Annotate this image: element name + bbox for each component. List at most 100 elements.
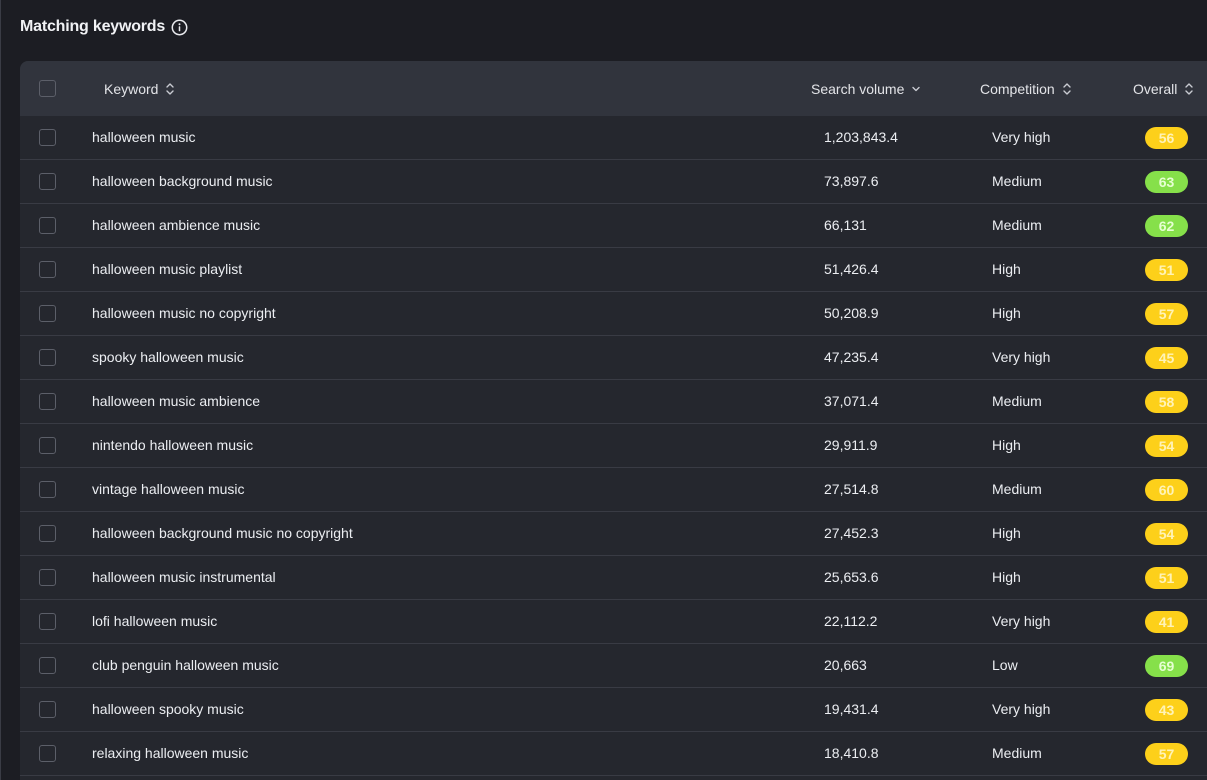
- search-volume-cell: 27,452.3: [824, 525, 879, 541]
- overall-score-badge: 43: [1145, 699, 1188, 721]
- overall-score-badge: 63: [1145, 171, 1188, 193]
- table-row[interactable]: lofi halloween music 22,112.2 Very high …: [20, 600, 1207, 644]
- keyword-cell[interactable]: halloween background music no copyright: [92, 525, 353, 541]
- competition-cell: Very high: [992, 129, 1051, 145]
- sort-updown-icon: [1062, 82, 1072, 96]
- table-row[interactable]: vintage halloween music 27,514.8 Medium …: [20, 468, 1207, 512]
- row-checkbox[interactable]: [39, 349, 56, 366]
- table-row[interactable]: halloween spooky music 19,431.4 Very hig…: [20, 688, 1207, 732]
- row-checkbox[interactable]: [39, 525, 56, 542]
- search-volume-cell: 29,911.9: [824, 437, 878, 453]
- row-checkbox[interactable]: [39, 261, 56, 278]
- search-volume-cell: 27,514.8: [824, 481, 879, 497]
- row-checkbox[interactable]: [39, 437, 56, 454]
- table-row[interactable]: nintendo halloween music 29,911.9 High 5…: [20, 424, 1207, 468]
- competition-cell: High: [992, 525, 1021, 541]
- keyword-cell[interactable]: spooky halloween music: [92, 349, 244, 365]
- overall-score-badge: 60: [1145, 479, 1188, 501]
- overall-score-badge: 41: [1145, 611, 1188, 633]
- row-checkbox[interactable]: [39, 657, 56, 674]
- keyword-cell[interactable]: halloween music playlist: [92, 261, 243, 277]
- select-all-checkbox[interactable]: [39, 80, 56, 97]
- search-volume-cell: 25,653.6: [824, 569, 879, 585]
- column-header-overall-label: Overall: [1133, 80, 1178, 97]
- overall-score-badge: 57: [1145, 303, 1188, 325]
- table-row[interactable]: halloween ambience music 66,131 Medium 6…: [20, 204, 1207, 248]
- competition-cell: High: [992, 569, 1021, 585]
- search-volume-cell: 47,235.4: [824, 349, 879, 365]
- row-checkbox[interactable]: [39, 613, 56, 630]
- search-volume-cell: 51,426.4: [824, 261, 879, 277]
- competition-cell: Medium: [992, 217, 1042, 233]
- row-checkbox[interactable]: [39, 173, 56, 190]
- search-volume-cell: 18,410.8: [824, 745, 879, 761]
- table-row[interactable]: spooky halloween music 47,235.4 Very hig…: [20, 336, 1207, 380]
- keyword-cell[interactable]: halloween music ambience: [92, 393, 261, 409]
- table-row[interactable]: halloween music no copyright 50,208.9 Hi…: [20, 292, 1207, 336]
- table-row[interactable]: halloween music 1,203,843.4 Very high 56: [20, 116, 1207, 160]
- chevron-down-icon: [911, 84, 921, 94]
- table-row[interactable]: halloween music ambience 37,071.4 Medium…: [20, 380, 1207, 424]
- keyword-cell[interactable]: club penguin halloween music: [92, 657, 279, 673]
- search-volume-cell: 50,208.9: [824, 305, 879, 321]
- section-title: Matching keywords: [20, 18, 166, 35]
- overall-score-badge: 54: [1145, 435, 1188, 457]
- keyword-cell[interactable]: halloween music no copyright: [92, 305, 276, 321]
- overall-score-badge: 51: [1145, 259, 1188, 281]
- table-body: halloween music 1,203,843.4 Very high 56…: [20, 116, 1207, 776]
- table-row[interactable]: halloween music playlist 51,426.4 High 5…: [20, 248, 1207, 292]
- competition-cell: Very high: [992, 613, 1051, 629]
- column-header-keyword-label: Keyword: [104, 80, 159, 97]
- keyword-cell[interactable]: halloween ambience music: [92, 217, 261, 233]
- row-checkbox[interactable]: [39, 745, 56, 762]
- info-circle-icon[interactable]: [171, 19, 188, 36]
- overall-score-badge: 51: [1145, 567, 1188, 589]
- competition-cell: Very high: [992, 701, 1051, 717]
- keyword-cell[interactable]: relaxing halloween music: [92, 745, 249, 761]
- column-header-keyword[interactable]: Keyword: [104, 61, 175, 116]
- keyword-cell[interactable]: halloween music: [92, 129, 196, 145]
- sort-updown-icon: [1184, 82, 1194, 96]
- row-checkbox[interactable]: [39, 393, 56, 410]
- row-checkbox[interactable]: [39, 305, 56, 322]
- row-checkbox[interactable]: [39, 701, 56, 718]
- keyword-cell[interactable]: nintendo halloween music: [92, 437, 254, 453]
- column-header-competition-label: Competition: [980, 80, 1055, 97]
- keywords-table: Keyword Search volume Competition Overal…: [20, 61, 1207, 780]
- search-volume-cell: 66,131: [824, 217, 867, 233]
- column-header-overall[interactable]: Overall: [1133, 61, 1194, 116]
- keyword-cell[interactable]: halloween spooky music: [92, 701, 244, 717]
- overall-score-badge: 58: [1145, 391, 1188, 413]
- competition-cell: Medium: [992, 481, 1042, 497]
- section-header: Matching keywords: [20, 16, 188, 38]
- competition-cell: Medium: [992, 745, 1042, 761]
- column-header-competition[interactable]: Competition: [980, 61, 1072, 116]
- row-checkbox[interactable]: [39, 481, 56, 498]
- row-checkbox[interactable]: [39, 569, 56, 586]
- competition-cell: Low: [992, 657, 1018, 673]
- column-header-search-volume[interactable]: Search volume: [811, 61, 921, 116]
- table-row[interactable]: relaxing halloween music 18,410.8 Medium…: [20, 732, 1207, 776]
- table-row[interactable]: halloween background music 73,897.6 Medi…: [20, 160, 1207, 204]
- column-header-search-volume-label: Search volume: [811, 80, 905, 97]
- table-row[interactable]: halloween background music no copyright …: [20, 512, 1207, 556]
- panel-divider: [0, 0, 1, 780]
- keyword-cell[interactable]: lofi halloween music: [92, 613, 218, 629]
- competition-cell: Medium: [992, 393, 1042, 409]
- table-row[interactable]: halloween music instrumental 25,653.6 Hi…: [20, 556, 1207, 600]
- competition-cell: Very high: [992, 349, 1051, 365]
- overall-score-badge: 57: [1145, 743, 1188, 765]
- overall-score-badge: 69: [1145, 655, 1188, 677]
- row-checkbox[interactable]: [39, 217, 56, 234]
- row-checkbox[interactable]: [39, 129, 56, 146]
- keyword-cell[interactable]: halloween background music: [92, 173, 273, 189]
- competition-cell: High: [992, 305, 1021, 321]
- overall-score-badge: 45: [1145, 347, 1188, 369]
- search-volume-cell: 22,112.2: [824, 613, 878, 629]
- keyword-cell[interactable]: halloween music instrumental: [92, 569, 276, 585]
- table-row[interactable]: club penguin halloween music 20,663 Low …: [20, 644, 1207, 688]
- search-volume-cell: 73,897.6: [824, 173, 879, 189]
- search-volume-cell: 1,203,843.4: [824, 129, 898, 145]
- keyword-cell[interactable]: vintage halloween music: [92, 481, 245, 497]
